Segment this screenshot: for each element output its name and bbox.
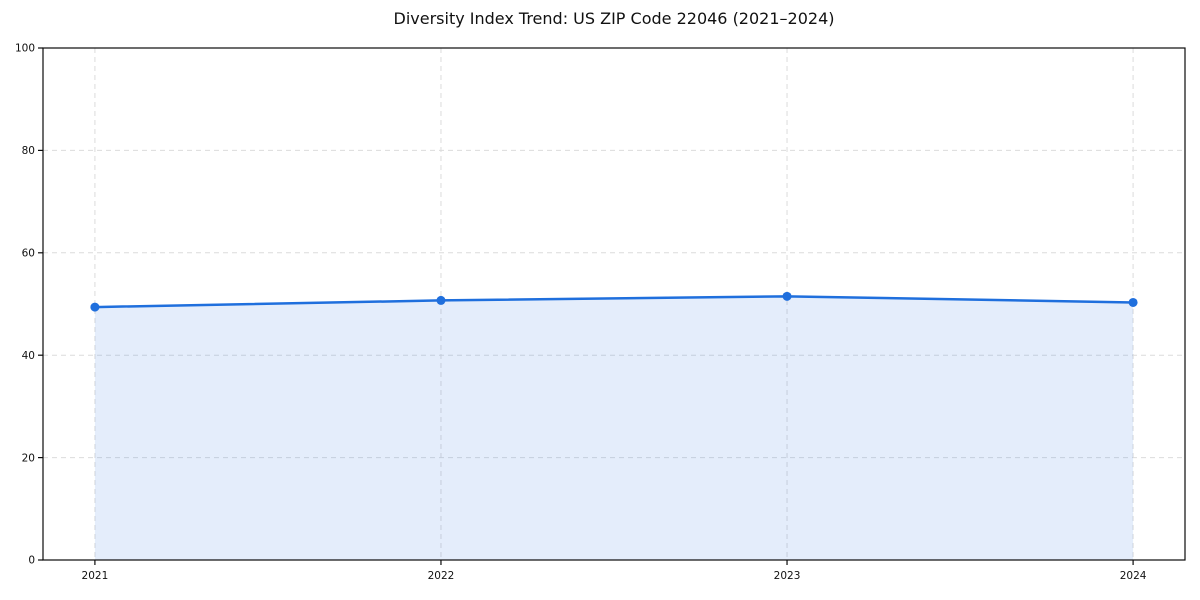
chart-title: Diversity Index Trend: US ZIP Code 22046… xyxy=(393,9,835,28)
y-tick-label: 100 xyxy=(15,43,35,55)
data-point xyxy=(436,295,446,305)
y-tick-label: 80 xyxy=(22,145,35,157)
y-tick-label: 20 xyxy=(22,452,35,464)
y-tick-label: 40 xyxy=(22,350,35,362)
x-tick-label: 2021 xyxy=(82,570,109,582)
x-tick-label: 2023 xyxy=(774,570,801,582)
y-tick-label: 0 xyxy=(28,555,35,567)
x-tick-label: 2022 xyxy=(428,570,455,582)
area-fill xyxy=(94,296,1134,560)
plot-border xyxy=(42,47,1186,561)
trend-line xyxy=(93,295,1135,309)
x-tick-label: 2024 xyxy=(1120,570,1147,582)
data-point xyxy=(90,302,100,312)
data-point xyxy=(1128,297,1138,307)
data-point xyxy=(782,291,792,301)
y-tick-label: 60 xyxy=(22,247,35,259)
